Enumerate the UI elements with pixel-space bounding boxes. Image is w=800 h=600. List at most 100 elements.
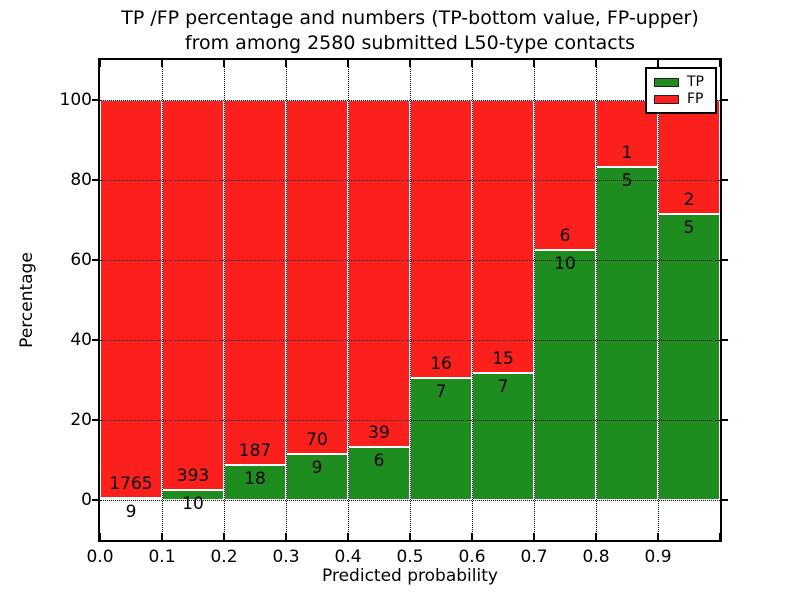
plot-area: 1765 9 393 10 187 18 70 9 39 6 16 7 15 7 6 10 1 5 2 5 [100,60,720,540]
bar-segment-tp [410,378,472,500]
legend-label-fp: FP [687,91,704,107]
x-tick [595,533,597,540]
x-tick [99,60,101,67]
bar-segment-fp [224,100,286,465]
y-tick [92,179,98,181]
bar-segment-fp [472,100,534,373]
x-tick [533,60,535,67]
y-tick [92,419,98,421]
x-tick [719,533,721,540]
v-gridline [410,60,411,540]
tp-count-label: 9 [125,501,137,522]
x-tick [533,533,535,540]
bar-segment-tp [658,214,720,500]
v-gridline [596,60,597,540]
bar-segment-fp [162,100,224,491]
legend-swatch-tp [654,77,679,87]
y-tick [92,339,98,341]
fp-count-label: 187 [238,440,272,461]
fp-count-label: 393 [176,466,210,487]
x-tick [471,60,473,67]
y-tick-label: 20 [70,410,92,430]
x-tick-label: 0.3 [272,547,300,567]
x-tick [161,60,163,67]
y-tick-label: 40 [70,330,92,350]
tp-count-label: 7 [497,376,509,397]
y-tick-label: 80 [70,170,92,190]
y-tick-label: 100 [59,90,92,110]
fp-count-label: 15 [492,348,514,369]
bar-segment-tp [286,454,348,500]
x-tick-label: 0.2 [210,547,238,567]
y-tick-label: 60 [70,250,92,270]
y-tick [722,419,728,421]
v-gridline [286,60,287,540]
bar-segment-fp [100,100,162,498]
fp-count-label: 6 [559,226,571,246]
tp-count-label: 10 [182,494,204,515]
tp-count-label: 6 [373,450,385,471]
x-tick [285,60,287,67]
tp-count-label: 5 [621,170,633,191]
fp-count-label: 1 [621,142,633,163]
y-tick [722,339,728,341]
y-tick [92,99,98,101]
fp-count-label: 39 [368,422,390,443]
bar-segment-fp [286,100,348,455]
x-tick-label: 0.9 [644,547,672,567]
v-gridline [472,60,473,540]
y-tick [722,499,728,501]
bar-segment-tp [100,497,162,500]
legend-row: TP [654,74,715,90]
y-tick [722,99,728,101]
x-tick [223,533,225,540]
tp-count-label: 7 [435,382,447,403]
y-tick-label: 0 [81,490,92,510]
v-gridline [162,60,163,540]
bar-segment-fp [348,100,410,447]
x-tick [409,60,411,67]
x-tick-label: 0.1 [148,547,176,567]
chart-title-line1: TP /FP percentage and numbers (TP-bottom… [121,7,699,29]
x-tick [409,533,411,540]
legend: TP FP [645,67,717,114]
bar-segment-tp [596,166,658,500]
x-tick [285,533,287,540]
x-tick [347,533,349,540]
y-tick [722,259,728,261]
x-tick [223,60,225,67]
y-tick [92,499,98,501]
fp-count-label: 70 [306,430,328,451]
y-tick [722,179,728,181]
tp-count-label: 5 [683,218,695,239]
bar-segment-tp [534,250,596,500]
x-tick [347,60,349,67]
legend-row: FP [654,91,715,107]
chart-title: TP /FP percentage and numbers (TP-bottom… [100,6,720,56]
x-tick [99,533,101,540]
x-tick-label: 0.0 [86,547,114,567]
fp-count-label: 1765 [109,473,153,494]
chart-title-line2: from among 2580 submitted L50-type conta… [184,32,636,54]
tp-count-label: 18 [244,468,266,489]
v-gridline [534,60,535,540]
v-gridline [658,60,659,540]
v-gridline [224,60,225,540]
x-tick-label: 0.7 [520,547,548,567]
x-tick-label: 0.6 [458,547,486,567]
x-tick [657,533,659,540]
x-tick [719,60,721,67]
x-tick-label: 0.4 [334,547,362,567]
bar-segment-fp [410,100,472,379]
x-tick [471,533,473,540]
fp-count-label: 2 [683,190,695,211]
x-tick-label: 0.8 [582,547,610,567]
x-tick [595,60,597,67]
x-axis-label: Predicted probability [322,566,498,586]
tp-count-label: 9 [311,458,323,479]
x-tick-label: 0.5 [396,547,424,567]
y-tick [92,259,98,261]
fp-count-label: 16 [430,354,452,375]
v-gridline [348,60,349,540]
